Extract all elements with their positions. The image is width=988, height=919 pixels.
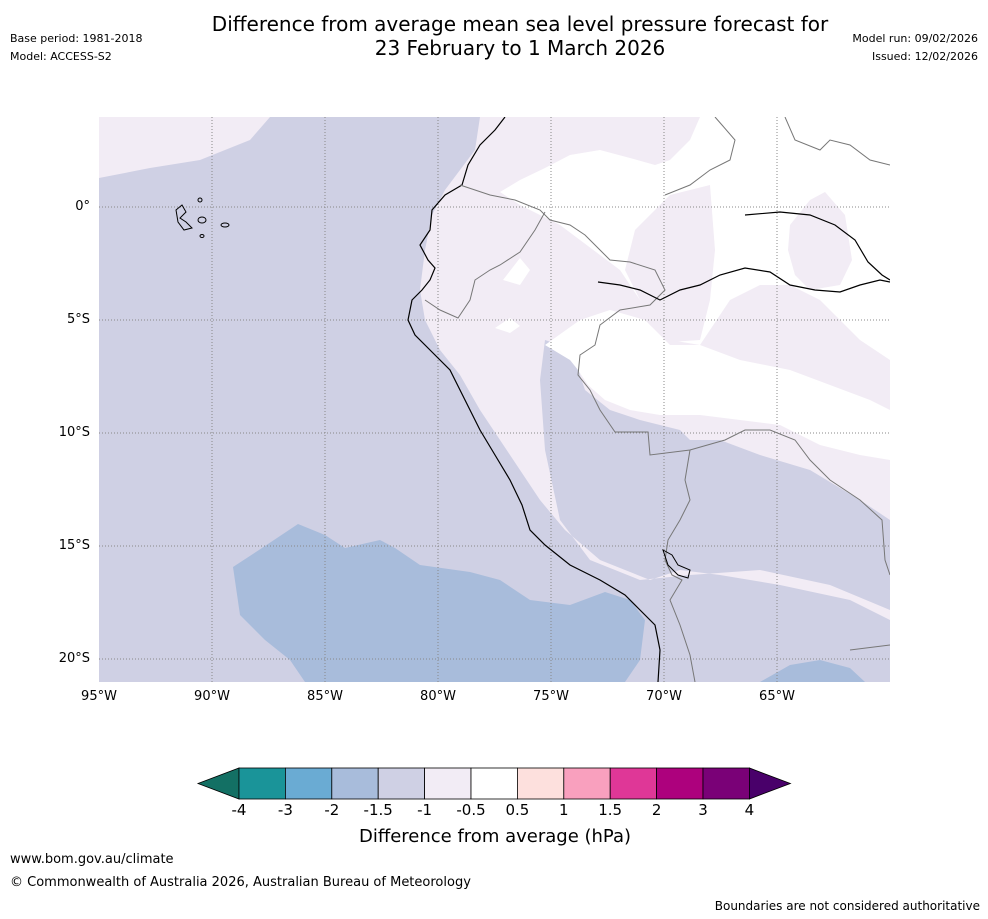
field-white-central	[545, 310, 890, 460]
lon-label-95w: 95°W	[81, 689, 117, 704]
lat-label-15s: 15°S	[58, 538, 90, 553]
field-blue-sw	[233, 524, 645, 682]
title-line-1: Difference from average mean sea level p…	[211, 12, 829, 36]
colorbar-swatch	[238, 767, 286, 800]
country-border-1	[459, 184, 890, 576]
river-north	[744, 211, 890, 281]
colorbar-tick-label: 2	[651, 801, 662, 819]
colorbar-tick-label: 1.5	[598, 801, 623, 819]
lat-label-5s: 5°S	[66, 312, 90, 327]
field-lilac-blob-2	[788, 192, 852, 290]
title-line-2: 23 February to 1 March 2026	[374, 36, 666, 60]
model-run: Model run: 09/02/2026	[852, 32, 978, 45]
page-title: Difference from average mean sea level p…	[190, 12, 850, 60]
field-lilac-blob-1	[625, 185, 715, 342]
colorbar-tick-label: -4	[231, 801, 247, 819]
colorbar-swatch	[470, 767, 518, 800]
colorbar-swatch	[702, 767, 750, 800]
colorbar-tick-label: 3	[698, 801, 708, 819]
colorbar-swatch	[377, 767, 426, 800]
lake-titicaca	[662, 548, 691, 579]
colorbar-arrow-high	[749, 767, 792, 800]
colorbar-swatch	[609, 767, 658, 800]
colorbar-tick-label: -2	[324, 801, 340, 819]
lat-label-10s: 10°S	[58, 425, 90, 440]
gridlines	[99, 117, 890, 682]
lon-label-80w: 80°W	[420, 689, 456, 704]
issued-date: Issued: 12/02/2026	[871, 50, 978, 63]
header-left: Base period: 1981-2018 Model: ACCESS-S2	[10, 30, 142, 66]
colorbar-swatch	[563, 767, 611, 800]
model-name: Model: ACCESS-S2	[10, 50, 112, 63]
lat-label-0: 0°	[75, 199, 90, 214]
colorbar-tick-label: -3	[277, 801, 293, 819]
coastline	[407, 117, 661, 682]
base-period: Base period: 1981-2018	[10, 32, 143, 45]
country-border-2	[424, 211, 546, 319]
colorbar-swatch	[284, 767, 333, 800]
colorbar-tick-label: 4	[744, 801, 755, 819]
colorbar-swatch	[656, 767, 704, 800]
colorbar-arrow-low	[196, 767, 240, 800]
footer-boundaries-note: Boundaries are not considered authoritat…	[714, 899, 980, 913]
footer-copyright: © Commonwealth of Australia 2026, Austra…	[10, 875, 471, 890]
lat-label-20s: 20°S	[58, 651, 90, 666]
header-right: Model run: 09/02/2026 Issued: 12/02/2026	[852, 30, 978, 66]
colorbar-tick-label: 1	[559, 801, 569, 819]
colorbar-swatch	[424, 767, 472, 800]
colorbar-tick-label: -0.5	[456, 801, 486, 819]
country-border-6	[849, 644, 890, 651]
galapagos-islands	[175, 197, 230, 238]
country-border-3	[664, 449, 696, 682]
field-blue-se	[760, 660, 865, 682]
lon-label-65w: 65°W	[759, 689, 795, 704]
colorbar-tick-label: 0.5	[505, 801, 530, 819]
field-white-patch-b	[495, 318, 520, 333]
map-fields	[99, 117, 890, 682]
field-white-patch-a	[503, 258, 530, 285]
colorbar-title: Difference from average (hPa)	[358, 826, 632, 847]
lon-label-85w: 85°W	[307, 689, 343, 704]
colorbar-swatch	[331, 767, 379, 800]
footer-url[interactable]: www.bom.gov.au/climate	[10, 852, 174, 867]
river-amazon	[597, 267, 890, 301]
geography	[175, 117, 890, 682]
colorbar-tick-label: -1.5	[363, 801, 393, 819]
lon-label-90w: 90°W	[194, 689, 230, 704]
lon-label-70w: 70°W	[646, 689, 682, 704]
colorbar-tick-label: -1	[417, 801, 433, 819]
colorbar-swatch	[517, 767, 565, 800]
country-border-5	[784, 117, 890, 166]
lon-label-75w: 75°W	[533, 689, 569, 704]
field-nw-light	[99, 117, 270, 178]
country-border-4	[664, 117, 736, 196]
